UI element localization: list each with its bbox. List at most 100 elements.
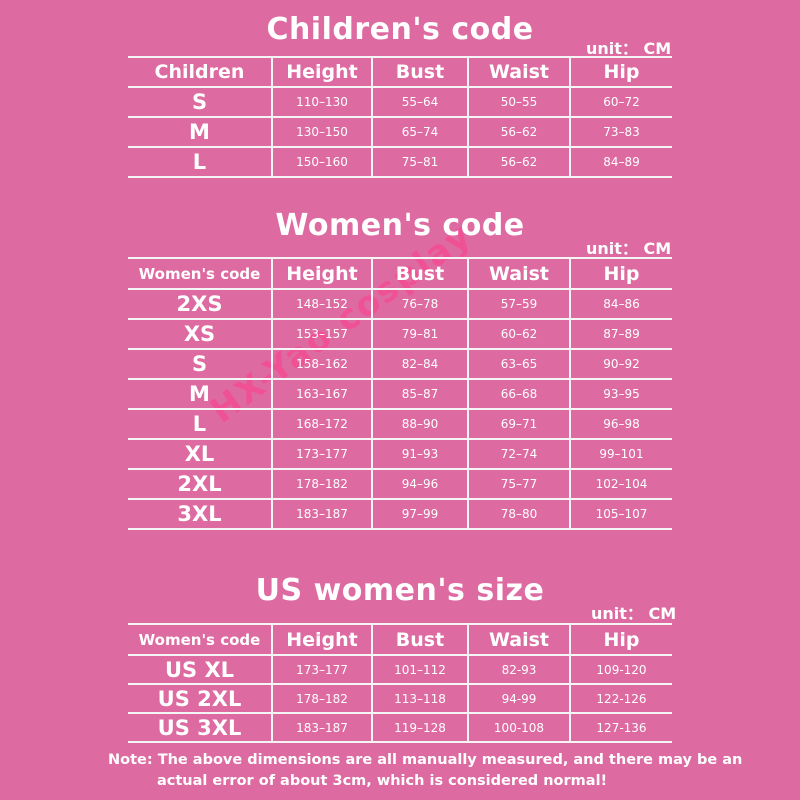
children-size-table: Children Height Bust Waist Hip S 110–130… — [128, 56, 672, 178]
table-row: XS 153–157 79–81 60–62 87–89 — [128, 319, 672, 350]
height-value: 168–172 — [271, 409, 372, 440]
note-line-2: actual error of about 3cm, which is cons… — [157, 773, 608, 789]
us-women-size-table: Women's code Height Bust Waist Hip US XL… — [128, 623, 672, 743]
bust-value: 65–74 — [371, 117, 468, 148]
waist-value: 94-99 — [467, 684, 570, 714]
header-height: Height — [271, 257, 372, 290]
size-label: L — [128, 147, 272, 178]
waist-value: 66–68 — [467, 379, 570, 410]
note-line-1: Note: The above dimensions are all manua… — [108, 752, 743, 768]
height-value: 153–157 — [271, 319, 372, 350]
bust-value: 76–78 — [371, 289, 468, 320]
us-women-title: US women's size — [255, 573, 545, 608]
bust-value: 101–112 — [371, 655, 468, 685]
size-label: 3XL — [128, 499, 272, 530]
table-header-row: Women's code Height Bust Waist Hip — [128, 257, 672, 290]
bust-value: 85–87 — [371, 379, 468, 410]
hip-value: 102–104 — [569, 469, 672, 500]
hip-value: 93–95 — [569, 379, 672, 410]
bust-value: 79–81 — [371, 319, 468, 350]
waist-value: 57–59 — [467, 289, 570, 320]
bust-value: 82–84 — [371, 349, 468, 380]
children-unit: unit： CM — [586, 39, 672, 58]
waist-value: 69–71 — [467, 409, 570, 440]
size-label: US 2XL — [128, 684, 272, 714]
us-women-unit: unit： CM — [591, 604, 677, 623]
size-label: M — [128, 117, 272, 148]
bust-value: 97–99 — [371, 499, 468, 530]
height-value: 163–167 — [271, 379, 372, 410]
header-bust: Bust — [371, 257, 468, 290]
header-waist: Waist — [467, 56, 570, 88]
height-value: 150–160 — [271, 147, 372, 178]
table-row: S 110–130 55–64 50–55 60–72 — [128, 87, 672, 118]
table-header-row: Women's code Height Bust Waist Hip — [128, 623, 672, 656]
header-size: Women's code — [128, 257, 272, 290]
header-hip: Hip — [569, 623, 672, 656]
height-value: 178–182 — [271, 469, 372, 500]
hip-value: 84–89 — [569, 147, 672, 178]
table-row: 2XS 148–152 76–78 57–59 84–86 — [128, 289, 672, 320]
bust-value: 75–81 — [371, 147, 468, 178]
size-label: XL — [128, 439, 272, 470]
waist-value: 50–55 — [467, 87, 570, 118]
table-header-row: Children Height Bust Waist Hip — [128, 56, 672, 88]
table-row: L 168–172 88–90 69–71 96–98 — [128, 409, 672, 440]
waist-value: 75–77 — [467, 469, 570, 500]
table-row: M 163–167 85–87 66–68 93–95 — [128, 379, 672, 410]
header-waist: Waist — [467, 257, 570, 290]
header-bust: Bust — [371, 623, 468, 656]
waist-value: 78–80 — [467, 499, 570, 530]
size-label: 2XL — [128, 469, 272, 500]
table-row: L 150–160 75–81 56–62 84–89 — [128, 147, 672, 178]
table-row: US 3XL 183–187 119–128 100-108 127-136 — [128, 713, 672, 743]
women-title: Women's code — [275, 208, 525, 243]
table-row: US XL 173–177 101–112 82-93 109-120 — [128, 655, 672, 685]
waist-value: 82-93 — [467, 655, 570, 685]
height-value: 173–177 — [271, 655, 372, 685]
waist-value: 100-108 — [467, 713, 570, 743]
bust-value: 119–128 — [371, 713, 468, 743]
height-value: 173–177 — [271, 439, 372, 470]
height-value: 158–162 — [271, 349, 372, 380]
hip-value: 122-126 — [569, 684, 672, 714]
header-size: Children — [128, 56, 272, 88]
hip-value: 127-136 — [569, 713, 672, 743]
header-size: Women's code — [128, 623, 272, 656]
height-value: 148–152 — [271, 289, 372, 320]
header-height: Height — [271, 56, 372, 88]
waist-value: 56–62 — [467, 117, 570, 148]
hip-value: 87–89 — [569, 319, 672, 350]
waist-value: 63–65 — [467, 349, 570, 380]
header-hip: Hip — [569, 257, 672, 290]
waist-value: 60–62 — [467, 319, 570, 350]
size-label: XS — [128, 319, 272, 350]
height-value: 130–150 — [271, 117, 372, 148]
table-row: 3XL 183–187 97–99 78–80 105–107 — [128, 499, 672, 530]
bust-value: 94–96 — [371, 469, 468, 500]
size-label: L — [128, 409, 272, 440]
bust-value: 91–93 — [371, 439, 468, 470]
hip-value: 73–83 — [569, 117, 672, 148]
bust-value: 88–90 — [371, 409, 468, 440]
hip-value: 96–98 — [569, 409, 672, 440]
size-label: US XL — [128, 655, 272, 685]
size-label: S — [128, 349, 272, 380]
hip-value: 84–86 — [569, 289, 672, 320]
women-size-table: Women's code Height Bust Waist Hip 2XS 1… — [128, 257, 672, 530]
size-label: 2XS — [128, 289, 272, 320]
table-row: US 2XL 178–182 113–118 94-99 122-126 — [128, 684, 672, 714]
header-hip: Hip — [569, 56, 672, 88]
size-label: M — [128, 379, 272, 410]
table-row: M 130–150 65–74 56–62 73–83 — [128, 117, 672, 148]
hip-value: 99–101 — [569, 439, 672, 470]
table-row: S 158–162 82–84 63–65 90–92 — [128, 349, 672, 380]
height-value: 183–187 — [271, 499, 372, 530]
header-waist: Waist — [467, 623, 570, 656]
height-value: 110–130 — [271, 87, 372, 118]
table-row: XL 173–177 91–93 72–74 99–101 — [128, 439, 672, 470]
header-bust: Bust — [371, 56, 468, 88]
height-value: 183–187 — [271, 713, 372, 743]
hip-value: 105–107 — [569, 499, 672, 530]
children-title: Children's code — [266, 12, 534, 47]
